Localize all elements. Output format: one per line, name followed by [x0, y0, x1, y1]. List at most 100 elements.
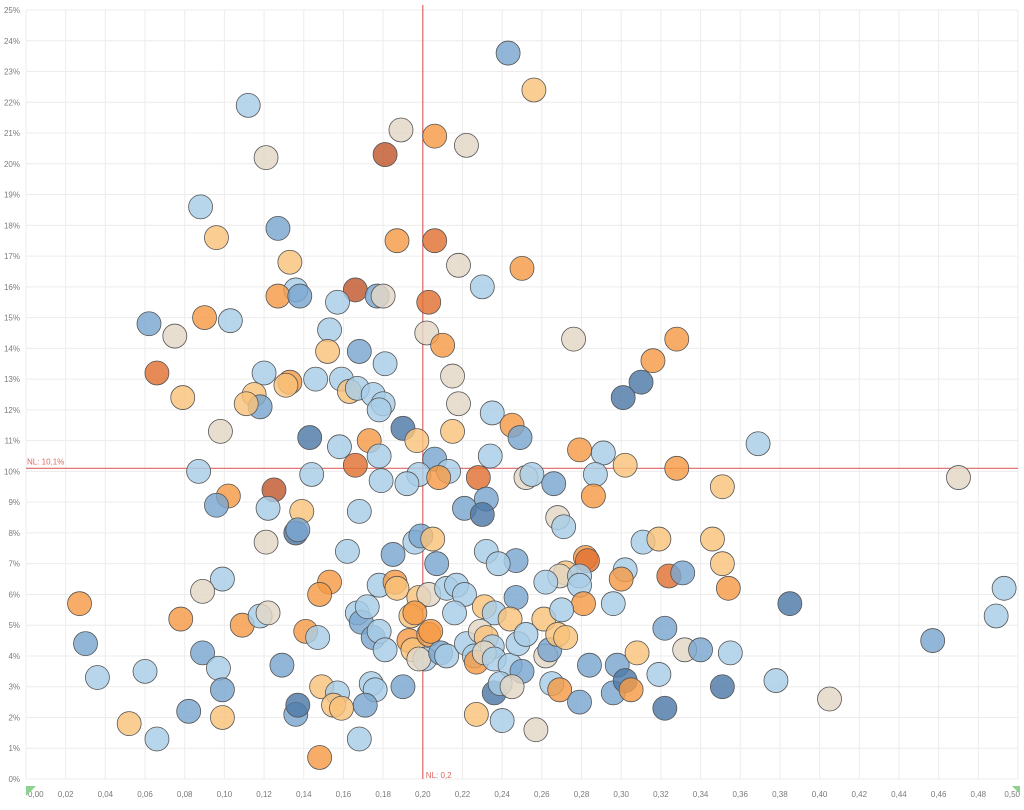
- scatter-point[interactable]: [210, 677, 235, 703]
- scatter-point[interactable]: [352, 692, 378, 718]
- scatter-point[interactable]: [85, 665, 110, 690]
- scatter-point[interactable]: [370, 283, 396, 309]
- scatter-point[interactable]: [608, 566, 634, 592]
- scatter-point[interactable]: [553, 625, 579, 650]
- scatter-point[interactable]: [521, 77, 547, 103]
- scatter-point[interactable]: [497, 606, 523, 632]
- scatter-point[interactable]: [440, 363, 465, 389]
- scatter-point[interactable]: [446, 391, 471, 417]
- scatter-point[interactable]: [489, 708, 515, 733]
- scatter-point[interactable]: [255, 600, 281, 626]
- scatter-point[interactable]: [646, 662, 672, 687]
- scatter-point[interactable]: [715, 575, 741, 601]
- scatter-point[interactable]: [507, 425, 533, 450]
- scatter-point[interactable]: [394, 471, 420, 497]
- scatter-point[interactable]: [571, 591, 596, 617]
- scatter-point[interactable]: [600, 591, 626, 617]
- scatter-point[interactable]: [763, 668, 789, 693]
- scatter-point[interactable]: [204, 225, 229, 251]
- scatter-point[interactable]: [577, 652, 602, 678]
- scatter-point[interactable]: [817, 686, 842, 712]
- scatter-point[interactable]: [422, 228, 448, 254]
- scatter-point[interactable]: [285, 692, 311, 718]
- scatter-point[interactable]: [307, 582, 333, 607]
- scatter-point[interactable]: [206, 655, 231, 681]
- scatter-point[interactable]: [946, 465, 971, 490]
- scatter-point[interactable]: [162, 323, 188, 349]
- scatter-point[interactable]: [346, 339, 372, 364]
- scatter-point[interactable]: [424, 551, 450, 577]
- scatter-point[interactable]: [253, 145, 279, 171]
- scatter-point[interactable]: [235, 92, 261, 118]
- scatter-point[interactable]: [251, 360, 277, 386]
- scatter-point[interactable]: [495, 40, 521, 66]
- scatter-point[interactable]: [454, 132, 479, 158]
- scatter-point[interactable]: [513, 622, 539, 647]
- scatter-point[interactable]: [469, 274, 495, 300]
- scatter-point[interactable]: [709, 474, 735, 500]
- scatter-point[interactable]: [434, 643, 460, 669]
- scatter-point[interactable]: [670, 560, 696, 586]
- scatter-point[interactable]: [920, 628, 946, 653]
- scatter-point[interactable]: [305, 625, 331, 650]
- scatter-point[interactable]: [208, 419, 233, 444]
- scatter-point[interactable]: [463, 702, 489, 727]
- scatter-point[interactable]: [479, 400, 505, 426]
- scatter-point[interactable]: [190, 578, 215, 604]
- scatter-point[interactable]: [499, 674, 525, 700]
- scatter-point[interactable]: [335, 538, 360, 564]
- scatter-point[interactable]: [688, 637, 713, 663]
- scatter-point[interactable]: [547, 677, 573, 703]
- scatter-point[interactable]: [541, 471, 567, 497]
- scatter-point[interactable]: [618, 677, 644, 703]
- scatter-point[interactable]: [168, 606, 194, 632]
- scatter-point[interactable]: [440, 419, 465, 444]
- scatter-point[interactable]: [991, 575, 1017, 601]
- scatter-point[interactable]: [442, 600, 467, 626]
- scatter-point[interactable]: [567, 437, 592, 463]
- scatter-point[interactable]: [384, 228, 410, 254]
- scatter-point[interactable]: [255, 495, 281, 521]
- scatter-point[interactable]: [533, 569, 559, 595]
- scatter-point[interactable]: [777, 591, 803, 617]
- scatter-point[interactable]: [190, 640, 215, 666]
- scatter-point[interactable]: [624, 640, 650, 666]
- scatter-point[interactable]: [233, 391, 259, 417]
- scatter-point[interactable]: [646, 526, 672, 552]
- scatter-point[interactable]: [176, 698, 202, 724]
- scatter-point[interactable]: [372, 142, 398, 167]
- scatter-point[interactable]: [192, 305, 217, 331]
- scatter-point[interactable]: [503, 585, 529, 610]
- scatter-point[interactable]: [265, 283, 291, 309]
- scatter-point[interactable]: [485, 551, 511, 577]
- scatter-point[interactable]: [983, 603, 1009, 629]
- scatter-point[interactable]: [418, 618, 444, 644]
- scatter-point[interactable]: [549, 597, 575, 623]
- scatter-point[interactable]: [652, 695, 678, 721]
- scatter-point[interactable]: [519, 462, 545, 487]
- scatter-point[interactable]: [297, 425, 323, 450]
- scatter-point[interactable]: [116, 711, 142, 737]
- scatter-point[interactable]: [317, 317, 342, 343]
- scatter-point[interactable]: [136, 311, 162, 337]
- scatter-point[interactable]: [186, 458, 212, 484]
- scatter-point[interactable]: [368, 468, 394, 494]
- scatter-point[interactable]: [327, 434, 352, 460]
- scatter-point[interactable]: [315, 339, 340, 364]
- scatter-point[interactable]: [346, 498, 372, 524]
- scatter-point[interactable]: [717, 640, 743, 666]
- scatter-point[interactable]: [628, 369, 654, 395]
- scatter-point[interactable]: [430, 332, 456, 358]
- scatter-point[interactable]: [640, 348, 666, 374]
- scatter-point[interactable]: [477, 443, 503, 469]
- scatter-point[interactable]: [273, 372, 299, 398]
- scatter-point[interactable]: [551, 514, 577, 540]
- scatter-point[interactable]: [303, 366, 329, 392]
- scatter-point[interactable]: [204, 492, 229, 518]
- scatter-point[interactable]: [210, 705, 235, 730]
- scatter-point[interactable]: [422, 123, 448, 149]
- scatter-point[interactable]: [325, 289, 350, 315]
- scatter-point[interactable]: [188, 194, 213, 220]
- scatter-point[interactable]: [354, 594, 380, 620]
- scatter-point[interactable]: [581, 483, 606, 509]
